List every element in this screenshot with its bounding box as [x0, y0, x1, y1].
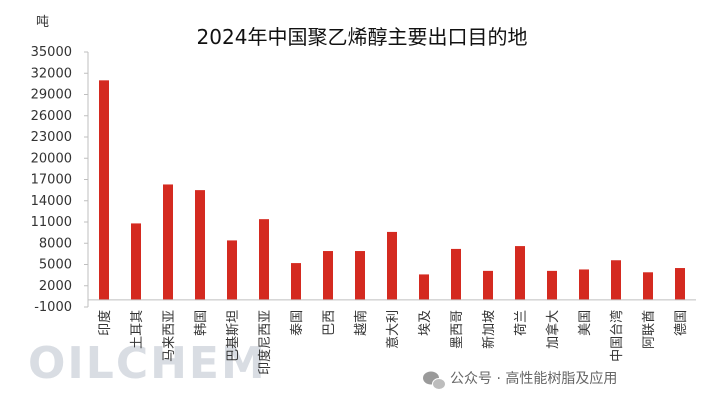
x-category-label: 荷兰: [514, 310, 529, 336]
y-tick-label: 26000: [31, 109, 72, 124]
footer: 公众号 · 高性能树脂及应用: [423, 370, 617, 390]
x-category-label: 泰国: [290, 310, 305, 336]
x-category-label: 马来西亚: [162, 310, 177, 362]
x-category-label: 越南: [353, 310, 369, 336]
bar: [291, 263, 301, 300]
bar: [163, 184, 173, 300]
chart-title: 2024年中国聚乙烯醇主要出口目的地: [197, 25, 528, 49]
x-axis: 印度 土耳其 马来西亚 韩国 巴基斯坦 印度尼西亚 泰国 巴西 越南 意大利 埃及 墨西哥 新加坡 荷兰加…: [88, 299, 696, 375]
footer-text: 公众号 · 高性能树脂及应用: [450, 370, 617, 387]
y-axis-unit: 吨: [36, 15, 49, 30]
y-tick-label: 14000: [31, 194, 72, 209]
wechat-icon: [423, 371, 446, 390]
x-category-label: 新加坡: [481, 310, 497, 349]
bar: [227, 240, 237, 300]
y-tick-label: 11000: [31, 215, 72, 230]
bar: [547, 270, 557, 300]
x-category-label: 巴西: [322, 310, 337, 336]
bar: [451, 248, 461, 300]
x-category-label: 巴基斯坦: [226, 310, 241, 362]
y-axis: -1000 2000 5000 8000 11000 14000 17000 20000 230…: [31, 45, 89, 315]
bar: [675, 268, 685, 300]
bar: [131, 223, 141, 300]
x-category-label: 阿联酋: [641, 310, 657, 349]
y-tick-label: -1000: [34, 300, 72, 315]
y-tick-label: 2000: [39, 279, 72, 294]
y-tick-label: 32000: [31, 66, 72, 81]
bar: [611, 260, 621, 300]
bar: [323, 251, 333, 300]
x-category-label: 印度尼西亚: [257, 310, 273, 375]
x-category-label: 德国: [674, 310, 689, 336]
y-tick-label: 35000: [31, 45, 72, 60]
bar: [579, 269, 589, 300]
y-tick-label: 29000: [31, 88, 72, 103]
watermark-text: OILCHEM: [28, 338, 267, 389]
x-category-label: 埃及: [418, 310, 433, 336]
x-category-label: 美国: [578, 310, 593, 336]
y-tick-label: 20000: [31, 151, 72, 166]
x-category-label: 韩国: [194, 310, 209, 336]
y-tick-label: 23000: [31, 130, 72, 145]
bar: [387, 231, 397, 300]
x-category-label: 印度: [97, 310, 113, 336]
bar: [99, 80, 109, 300]
bar: [355, 251, 365, 300]
bar: [195, 190, 205, 300]
y-tick-label: 5000: [39, 258, 72, 273]
bar: [419, 274, 429, 300]
bar: [259, 219, 269, 300]
y-tick-label: 17000: [31, 173, 72, 188]
bar: [483, 270, 493, 300]
x-category-label: 意大利: [385, 310, 401, 349]
x-category-label: 加拿大: [545, 310, 561, 349]
y-tick-label: 8000: [39, 236, 72, 251]
x-category-label: 中国台湾: [609, 310, 625, 362]
x-category-label: 墨西哥: [450, 310, 465, 349]
bar: [515, 246, 525, 300]
bar: [643, 272, 653, 300]
bars-group: [99, 80, 685, 300]
x-category-label: 土耳其: [130, 310, 145, 349]
